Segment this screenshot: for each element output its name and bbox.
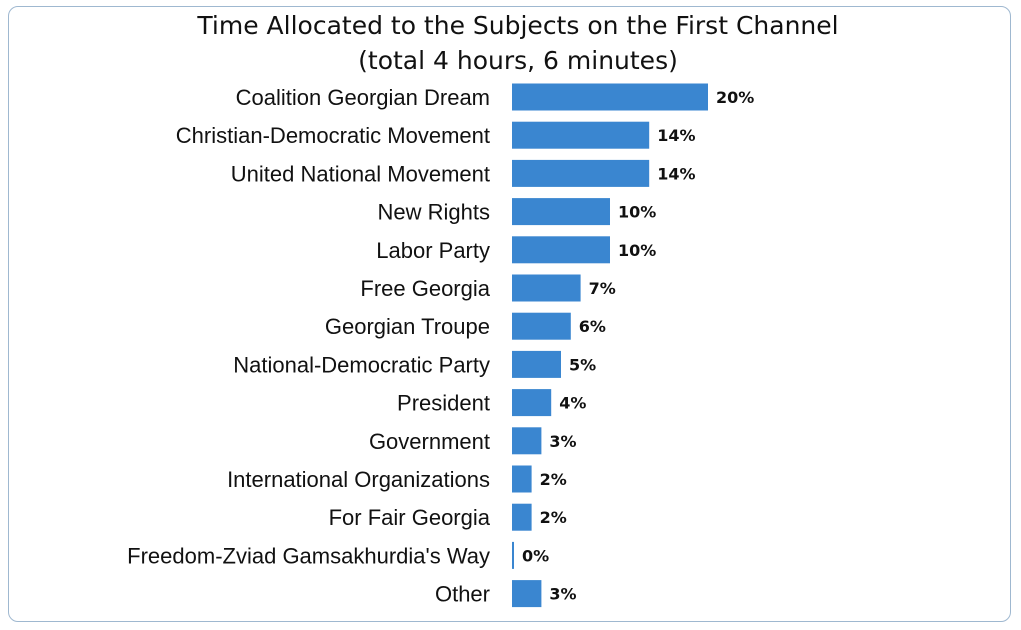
bar: [512, 236, 610, 264]
category-label: Labor Party: [376, 238, 490, 263]
chart-frame: [8, 6, 1011, 622]
category-label: National-Democratic Party: [233, 352, 490, 377]
data-label: 20%: [716, 88, 754, 107]
bar-row: Georgian Troupe 6%: [325, 312, 606, 340]
bar-row: National-Democratic Party 5%: [233, 350, 596, 378]
data-label: 2%: [540, 470, 567, 489]
bar: [512, 198, 610, 226]
category-label: For Fair Georgia: [329, 505, 491, 530]
data-label: 3%: [549, 585, 576, 604]
bar-row: International Organizations 2%: [227, 465, 567, 493]
bar-row: Freedom-Zviad Gamsakhurdia's Way 0%: [127, 541, 549, 569]
category-label: President: [397, 391, 490, 416]
bar-row: Other 3%: [435, 580, 577, 608]
category-label: Freedom-Zviad Gamsakhurdia's Way: [127, 543, 490, 568]
category-label: Coalition Georgian Dream: [236, 85, 490, 110]
bars-group: Coalition Georgian Dream 20% Christian-Dem…: [127, 83, 754, 608]
bar: [512, 274, 581, 302]
bar: [512, 465, 532, 493]
bar-row: Free Georgia 7%: [360, 274, 616, 302]
bar: [512, 121, 650, 149]
bar-row: New Rights 10%: [378, 198, 656, 226]
data-label: 5%: [569, 355, 596, 374]
category-label: Government: [369, 429, 490, 454]
data-label: 4%: [559, 394, 586, 413]
data-label: 14%: [657, 126, 695, 145]
data-label: 14%: [657, 164, 695, 183]
bar: [512, 83, 708, 111]
data-label: 6%: [579, 317, 606, 336]
bar: [512, 541, 514, 569]
bar-row: Government 3%: [369, 427, 577, 455]
bar-row: Labor Party 10%: [376, 236, 656, 264]
category-label: International Organizations: [227, 467, 490, 492]
bar-row: For Fair Georgia 2%: [329, 503, 567, 531]
chart-title: Time Allocated to the Subjects on the Fi…: [196, 11, 838, 40]
chart-subtitle: (total 4 hours, 6 minutes): [358, 46, 678, 75]
data-label: 3%: [549, 432, 576, 451]
bar-row: Christian-Democratic Movement 14%: [176, 121, 695, 149]
bar: [512, 580, 542, 608]
data-label: 7%: [589, 279, 616, 298]
bar-row: Coalition Georgian Dream 20%: [236, 83, 754, 111]
bar-row: President 4%: [397, 389, 586, 417]
category-label: Christian-Democratic Movement: [176, 123, 490, 148]
category-label: Other: [435, 582, 490, 607]
bar: [512, 350, 561, 378]
data-label: 2%: [540, 508, 567, 527]
bar: [512, 503, 532, 531]
bar: [512, 389, 552, 417]
category-label: United National Movement: [231, 161, 490, 186]
category-label: Georgian Troupe: [325, 314, 490, 339]
bar-row: United National Movement 14%: [231, 159, 695, 187]
bar: [512, 427, 542, 455]
category-label: New Rights: [378, 200, 490, 225]
category-label: Free Georgia: [360, 276, 490, 301]
data-label: 0%: [522, 546, 549, 565]
bar: [512, 312, 571, 340]
data-label: 10%: [618, 241, 656, 260]
data-label: 10%: [618, 203, 656, 222]
bar: [512, 159, 650, 187]
